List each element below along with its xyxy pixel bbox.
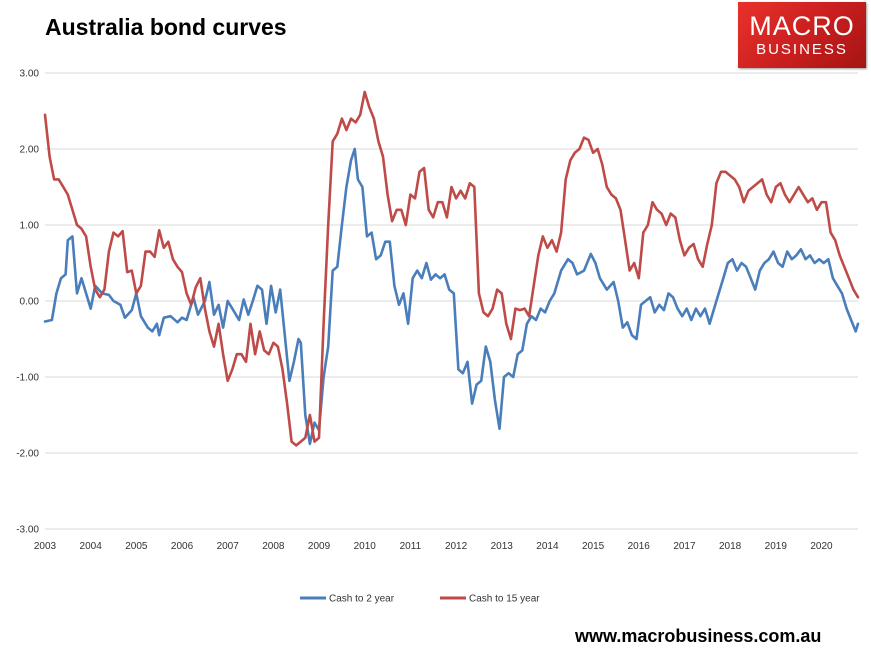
x-tick-label: 2007: [217, 541, 240, 552]
x-tick-label: 2018: [719, 541, 742, 552]
y-tick-label: -3.00: [16, 525, 39, 536]
website-url: www.macrobusiness.com.au: [575, 626, 822, 646]
y-tick-label: 2.00: [20, 145, 40, 156]
x-tick-label: 2020: [810, 541, 833, 552]
x-tick-label: 2003: [34, 541, 57, 552]
x-tick-label: 2015: [582, 541, 605, 552]
y-tick-label: -1.00: [16, 373, 39, 384]
x-tick-label: 2011: [400, 541, 422, 552]
x-tick-label: 2014: [536, 541, 559, 552]
x-tick-label: 2009: [308, 541, 331, 552]
logo-line-2: BUSINESS: [756, 41, 848, 58]
x-tick-label: 2013: [491, 541, 514, 552]
x-tick-label: 2008: [262, 541, 285, 552]
y-tick-label: 0.00: [20, 297, 40, 308]
x-tick-label: 2004: [80, 541, 103, 552]
x-tick-label: 2017: [673, 541, 696, 552]
x-tick-label: 2016: [628, 541, 651, 552]
legend-label: Cash to 15 year: [469, 594, 540, 605]
legend-label: Cash to 2 year: [329, 594, 395, 605]
series-line: [43, 90, 860, 447]
chart-title: Australia bond curves: [45, 14, 287, 40]
y-tick-label: 3.00: [20, 69, 40, 80]
x-tick-label: 2005: [125, 541, 148, 552]
logo-line-1: MACRO: [749, 11, 855, 41]
x-tick-label: 2010: [354, 541, 377, 552]
y-tick-label: -2.00: [16, 449, 39, 460]
x-tick-label: 2019: [765, 541, 788, 552]
y-tick-label: 1.00: [20, 221, 40, 232]
x-tick-label: 2006: [171, 541, 194, 552]
macro-business-logo: MACRO BUSINESS: [738, 2, 866, 68]
x-tick-label: 2012: [445, 541, 468, 552]
